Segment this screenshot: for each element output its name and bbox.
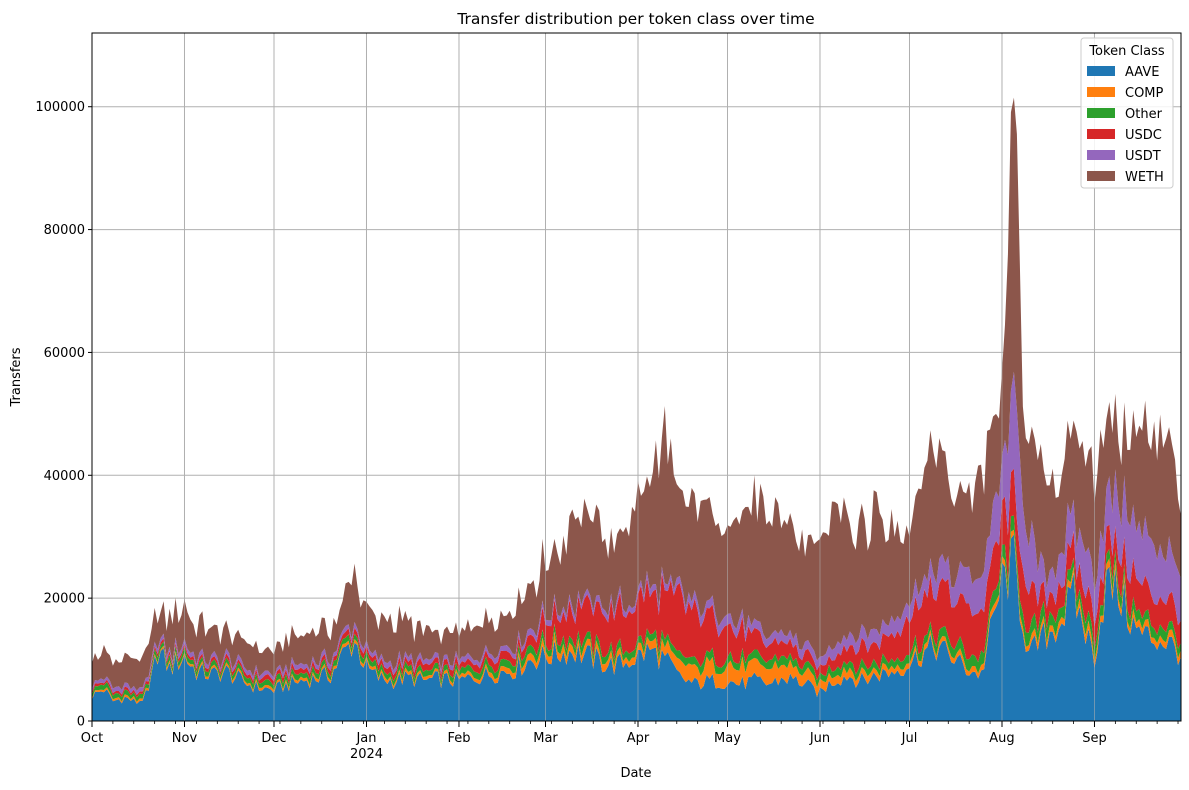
area-series-aave — [92, 534, 1181, 721]
y-tick-label: 40000 — [44, 469, 85, 484]
legend-swatch-comp — [1087, 87, 1115, 97]
y-tick-label: 20000 — [44, 592, 85, 607]
y-axis-label: Transfers — [9, 347, 24, 407]
legend-label-usdc: USDC — [1125, 128, 1162, 143]
area-series-usdt — [92, 371, 1181, 695]
legend-label-other: Other — [1125, 107, 1163, 122]
legend-swatch-weth — [1087, 171, 1115, 181]
x-tick-label: Nov — [172, 731, 198, 746]
y-tick-label: 80000 — [44, 223, 85, 238]
x-tick-label: Mar — [533, 731, 558, 746]
chart-title: Transfer distribution per token class ov… — [456, 10, 814, 28]
legend-swatch-aave — [1087, 66, 1115, 76]
y-tick-label: 100000 — [35, 100, 85, 115]
legend-label-usdt: USDT — [1125, 149, 1161, 164]
area-series-usdc — [92, 468, 1181, 698]
y-axis: 0 20000 40000 60000 80000 100000 — [35, 100, 92, 730]
legend-label-weth: WETH — [1125, 170, 1164, 185]
x-tick-label: Feb — [447, 731, 470, 746]
x-tick-label: Aug — [989, 731, 1014, 746]
x-tick-label: Jan — [355, 731, 376, 746]
x-tick-label: Apr — [627, 731, 650, 746]
x-tick-label: Sep — [1082, 731, 1107, 746]
legend-label-aave: AAVE — [1125, 65, 1159, 80]
legend-swatch-usdc — [1087, 129, 1115, 139]
area-series-weth — [92, 97, 1181, 691]
legend-swatch-other — [1087, 108, 1115, 118]
x-axis-label: Date — [620, 766, 651, 781]
x-tick-label: Dec — [261, 731, 286, 746]
x-tick-label: Jul — [901, 731, 918, 746]
legend: Token Class AAVE COMP Other USDC USDT WETH — [1080, 37, 1174, 189]
y-tick-label: 60000 — [44, 346, 85, 361]
x-tick-label: Jun — [809, 731, 830, 746]
legend-label-comp: COMP — [1125, 86, 1164, 101]
legend-swatch-usdt — [1087, 150, 1115, 160]
stacked-areas — [92, 97, 1181, 721]
x-tick-sublabel: 2024 — [350, 747, 383, 762]
x-tick-label: May — [714, 731, 741, 746]
y-tick-label: 0 — [77, 715, 85, 730]
x-tick-label: Oct — [81, 731, 103, 746]
plot-frame — [91, 32, 1182, 722]
legend-title: Token Class — [1088, 44, 1165, 59]
